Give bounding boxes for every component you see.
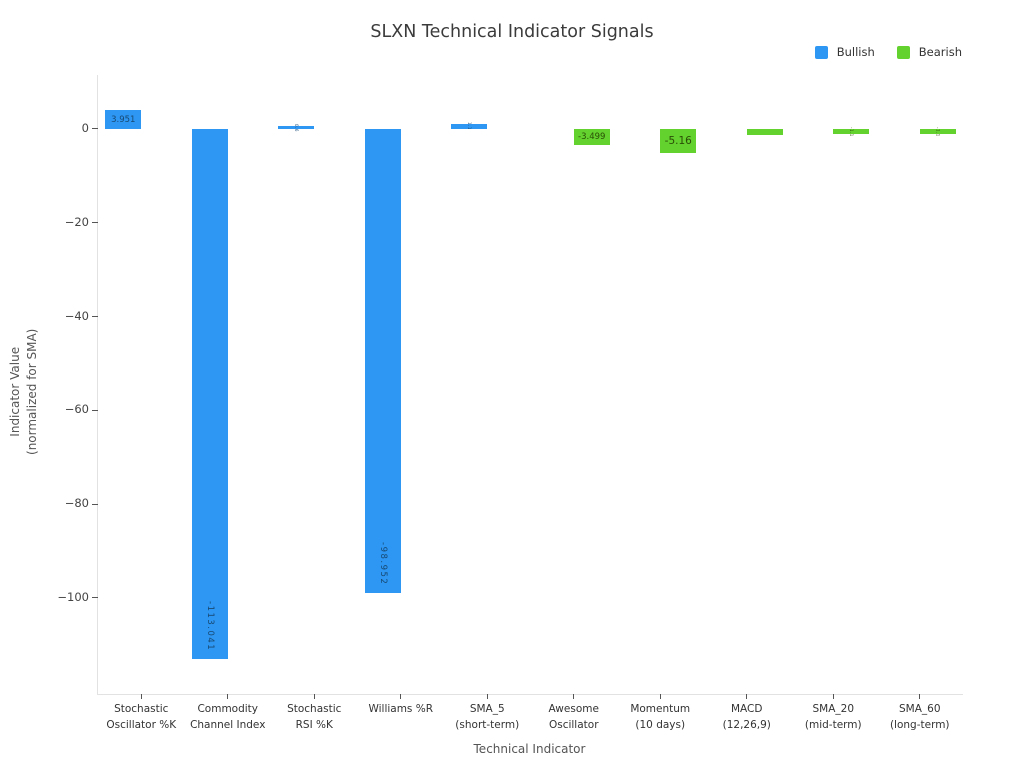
- x-tick: [140, 694, 142, 699]
- legend-swatch: [896, 45, 910, 59]
- bar: [919, 128, 956, 135]
- y-tick: [92, 597, 98, 599]
- y-tick-label: −80: [64, 496, 89, 511]
- x-tick: [919, 694, 921, 699]
- x-tick-label: Williams %R: [368, 703, 434, 715]
- x-tick-label: MACD (12,26,9): [722, 703, 771, 731]
- chart-title: SLXN Technical Indicator Signals: [370, 22, 654, 42]
- x-tick: [313, 694, 315, 699]
- legend-swatch: [814, 45, 828, 59]
- x-tick-label: SMA_60 (long-term): [889, 703, 950, 731]
- y-tick-label: 0: [81, 120, 89, 135]
- bar: [451, 123, 488, 129]
- x-tick-label: Stochastic Oscillator %K: [106, 703, 177, 731]
- y-tick: [92, 409, 98, 411]
- bar: [278, 126, 315, 129]
- bar-label: -1.1: [848, 126, 854, 137]
- bar-label: -1.1: [935, 126, 941, 137]
- x-tick: [746, 694, 748, 699]
- x-tick-label: Momentum (10 days): [630, 703, 691, 731]
- legend-item: Bearish: [896, 45, 962, 59]
- x-tick: [832, 694, 834, 699]
- x-tick: [486, 694, 488, 699]
- y-tick-label: −20: [64, 214, 89, 229]
- bar-label: 3.951: [111, 114, 136, 125]
- x-tick: [659, 694, 661, 699]
- y-tick: [92, 128, 98, 130]
- bar: [573, 128, 610, 146]
- x-tick-label: Awesome Oscillator: [548, 703, 599, 731]
- bar: [105, 110, 142, 129]
- legend-item: Bullish: [814, 45, 875, 59]
- plot-area: 0 −20 −40 −60 −80 −100 Stochastic Oscillator %…: [57, 75, 963, 731]
- y-tick-label: −40: [64, 308, 89, 323]
- bar: [833, 128, 870, 135]
- y-axis-title: Indicator Value (normalized for SMA): [8, 328, 39, 455]
- x-tick-label: Stochastic RSI %K: [287, 703, 342, 731]
- y-tick: [92, 222, 98, 224]
- x-tick-label: SMA_20 (mid-term): [804, 703, 862, 731]
- bar: [364, 128, 401, 593]
- y-tick-label: −60: [64, 402, 89, 417]
- bar-label: 0.6: [293, 123, 299, 132]
- bar-label: -3.499: [578, 132, 606, 143]
- y-tick: [92, 316, 98, 317]
- legend-label: Bullish: [836, 45, 875, 59]
- bar: [746, 128, 783, 135]
- x-tick-label: SMA_5 (short-term): [455, 703, 520, 731]
- bar-label: 1.1: [466, 122, 472, 131]
- x-tick: [227, 694, 229, 699]
- bar: [660, 128, 697, 154]
- x-tick: [573, 694, 575, 699]
- legend: Bullish Bearish: [814, 45, 962, 59]
- y-tick: [92, 503, 98, 505]
- bar: [191, 128, 228, 660]
- bar-label: -113.041: [204, 600, 215, 652]
- y-tick-label: −100: [57, 589, 89, 604]
- x-axis-title: Technical Indicator: [473, 742, 586, 756]
- x-tick: [400, 694, 402, 699]
- x-tick-label: Commodity Channel Index: [190, 703, 266, 731]
- bar-label: -98.952: [377, 541, 388, 585]
- bar-label: -5.16: [664, 135, 692, 148]
- legend-label: Bearish: [918, 45, 962, 59]
